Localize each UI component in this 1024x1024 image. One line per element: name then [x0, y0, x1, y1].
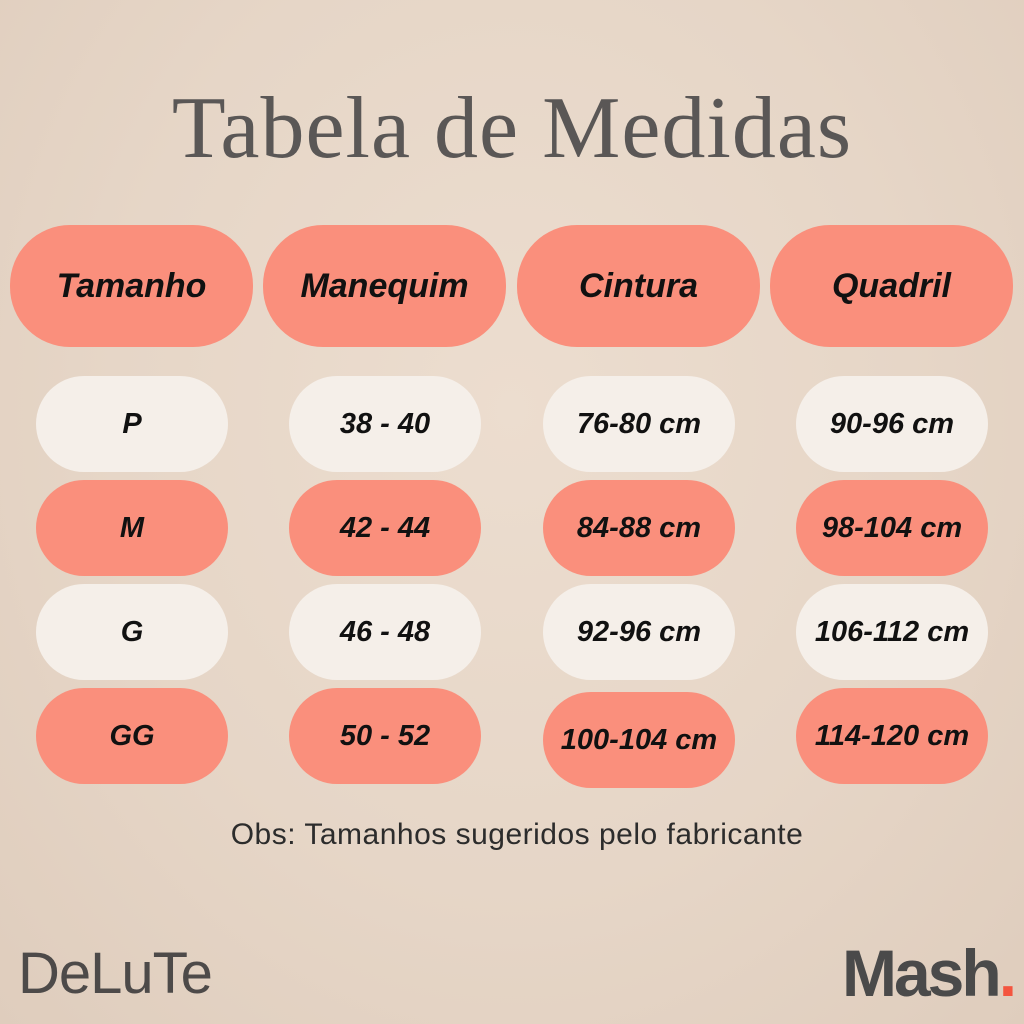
mash-logo-dot: . [998, 936, 1017, 1010]
cell-mannequin: 50 - 52 [289, 688, 481, 784]
cell-mannequin: 46 - 48 [289, 584, 481, 680]
cell-waist: 84-88 cm [543, 480, 735, 576]
cell-size: P [36, 376, 228, 472]
cell-size: M [36, 480, 228, 576]
header-cintura: Cintura [517, 225, 760, 347]
mash-logo-text: Mash [842, 936, 1002, 1010]
header-manequim: Manequim [263, 225, 506, 347]
header-tamanho: Tamanho [10, 225, 253, 347]
cell-waist: 92-96 cm [543, 584, 735, 680]
cell-hip: 90-96 cm [796, 376, 988, 472]
cell-waist: 100-104 cm [543, 692, 735, 788]
header-quadril: Quadril [770, 225, 1013, 347]
cell-size: G [36, 584, 228, 680]
mash-logo: Mash. [842, 935, 1017, 1011]
page-title: Tabela de Medidas [171, 80, 853, 177]
cell-size: GG [36, 688, 228, 784]
cell-hip: 114-120 cm [796, 688, 988, 784]
cell-mannequin: 42 - 44 [289, 480, 481, 576]
cell-mannequin: 38 - 40 [289, 376, 481, 472]
cell-waist: 76-80 cm [543, 376, 735, 472]
cell-hip: 98-104 cm [796, 480, 988, 576]
footnote: Obs: Tamanhos sugeridos pelo fabricante [230, 818, 804, 851]
delute-logo: DeLuTe [18, 941, 213, 1006]
cell-hip: 106-112 cm [796, 584, 988, 680]
